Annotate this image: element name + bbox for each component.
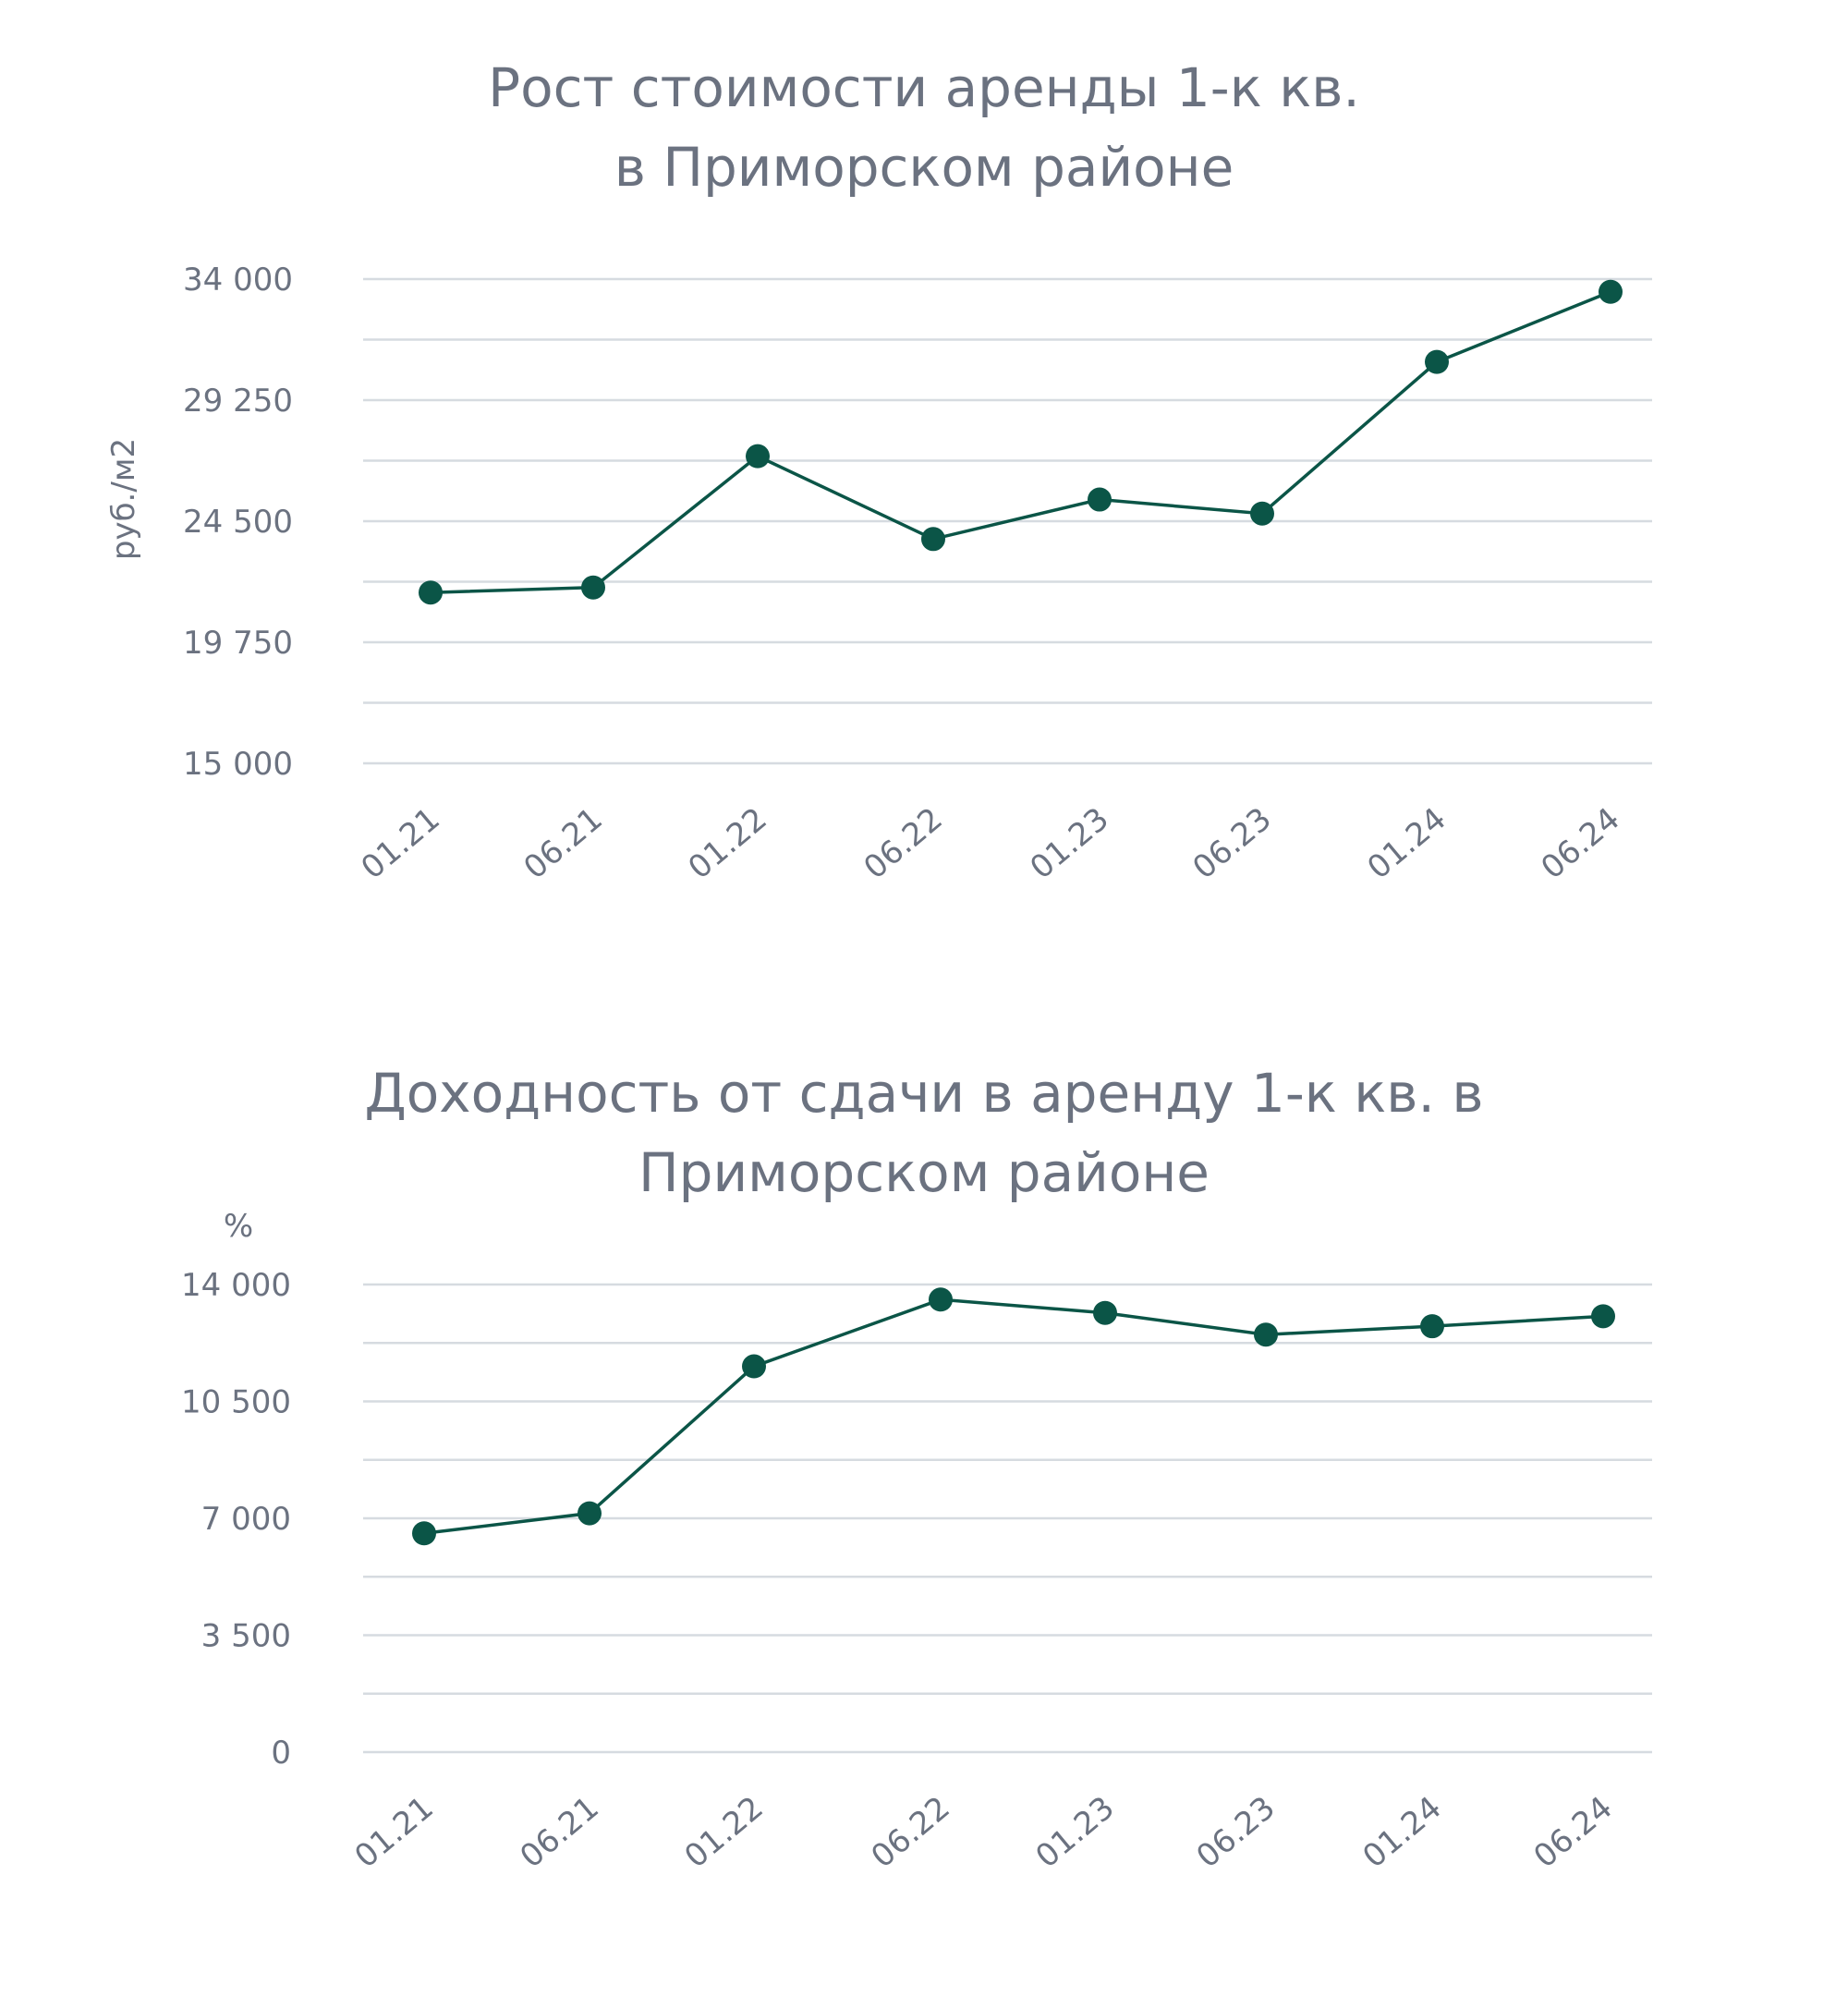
- chart-plot: 0 3 500 7 000 10 500 14 000% 01.21 06.21 01.22 0…: [181, 1208, 1652, 1875]
- y-tick-label: 10 500: [181, 1384, 291, 1421]
- data-point: [578, 1501, 602, 1526]
- x-tick-label: 06.24: [1527, 1789, 1620, 1875]
- x-tick-label: 01.23: [1024, 800, 1116, 886]
- data-point: [581, 575, 605, 600]
- rental-yield-chart: Доходность от сдачи в аренду 1-к кв. в П…: [0, 1003, 1848, 1997]
- data-point: [1088, 487, 1112, 512]
- data-point: [746, 444, 770, 469]
- y-tick-label: 24 500: [183, 504, 293, 541]
- x-tick-label: 01.22: [678, 1789, 771, 1875]
- series-line: [430, 290, 1611, 594]
- x-tick-label: 01.21: [348, 1789, 441, 1875]
- y-tick-label: 19 750: [183, 625, 293, 662]
- data-point: [412, 1521, 436, 1546]
- x-tick-label: 01.22: [682, 800, 774, 886]
- chart-title-line-1: Доходность от сдачи в аренду 1-к кв. в: [364, 1062, 1484, 1125]
- x-tick-label: 06.21: [517, 800, 610, 886]
- x-tick-label: 01.21: [355, 800, 447, 886]
- x-tick-label: 06.23: [1186, 800, 1279, 886]
- x-tick-label: 06.21: [514, 1789, 606, 1875]
- data-point: [742, 1354, 766, 1379]
- y-axis-label: руб./м2: [105, 438, 142, 560]
- data-point: [921, 527, 945, 552]
- y-tick-label: 15 000: [183, 746, 293, 783]
- y-tick-label: 29 250: [183, 383, 293, 420]
- data-point: [1250, 501, 1274, 526]
- chart-plot: 15 000 19 750 24 500 29 250 34 000 руб./м2 01.…: [105, 262, 1652, 886]
- series-line: [423, 1297, 1604, 1536]
- x-tick-label: 01.23: [1029, 1789, 1122, 1875]
- data-point: [1425, 349, 1449, 374]
- data-point: [1591, 1304, 1615, 1329]
- data-point: [1420, 1314, 1444, 1339]
- x-tick-label: 01.24: [1356, 1789, 1449, 1875]
- chart-title: Доходность от сдачи в аренду 1-к кв. в П…: [0, 1053, 1848, 1212]
- y-tick-label: 14 000: [181, 1267, 291, 1304]
- y-tick-label: 7 000: [201, 1501, 291, 1538]
- chart-title-line-2: в Приморском районе: [614, 136, 1234, 199]
- x-tick-label: 06.24: [1535, 800, 1627, 886]
- x-tick-label: 01.24: [1361, 800, 1453, 886]
- data-point: [1599, 279, 1623, 304]
- data-point: [1093, 1300, 1117, 1325]
- x-tick-label: 06.22: [865, 1789, 957, 1875]
- rent-price-chart: Рост стоимости аренды 1-к кв. в Приморск…: [0, 0, 1848, 924]
- chart-title: Рост стоимости аренды 1-к кв. в Приморск…: [0, 48, 1848, 207]
- data-point: [1254, 1322, 1278, 1347]
- data-point: [929, 1287, 953, 1312]
- y-tick-label: 0: [271, 1735, 291, 1772]
- x-tick-label: 06.22: [857, 800, 950, 886]
- y-tick-label: 3 500: [201, 1618, 291, 1655]
- chart-title-line-1: Рост стоимости аренды 1-к кв.: [488, 56, 1360, 119]
- data-point: [419, 580, 443, 605]
- y-axis-label: %: [224, 1208, 253, 1245]
- chart-title-line-2: Приморском районе: [638, 1141, 1210, 1204]
- y-tick-label: 34 000: [183, 262, 293, 298]
- x-tick-label: 06.23: [1190, 1789, 1283, 1875]
